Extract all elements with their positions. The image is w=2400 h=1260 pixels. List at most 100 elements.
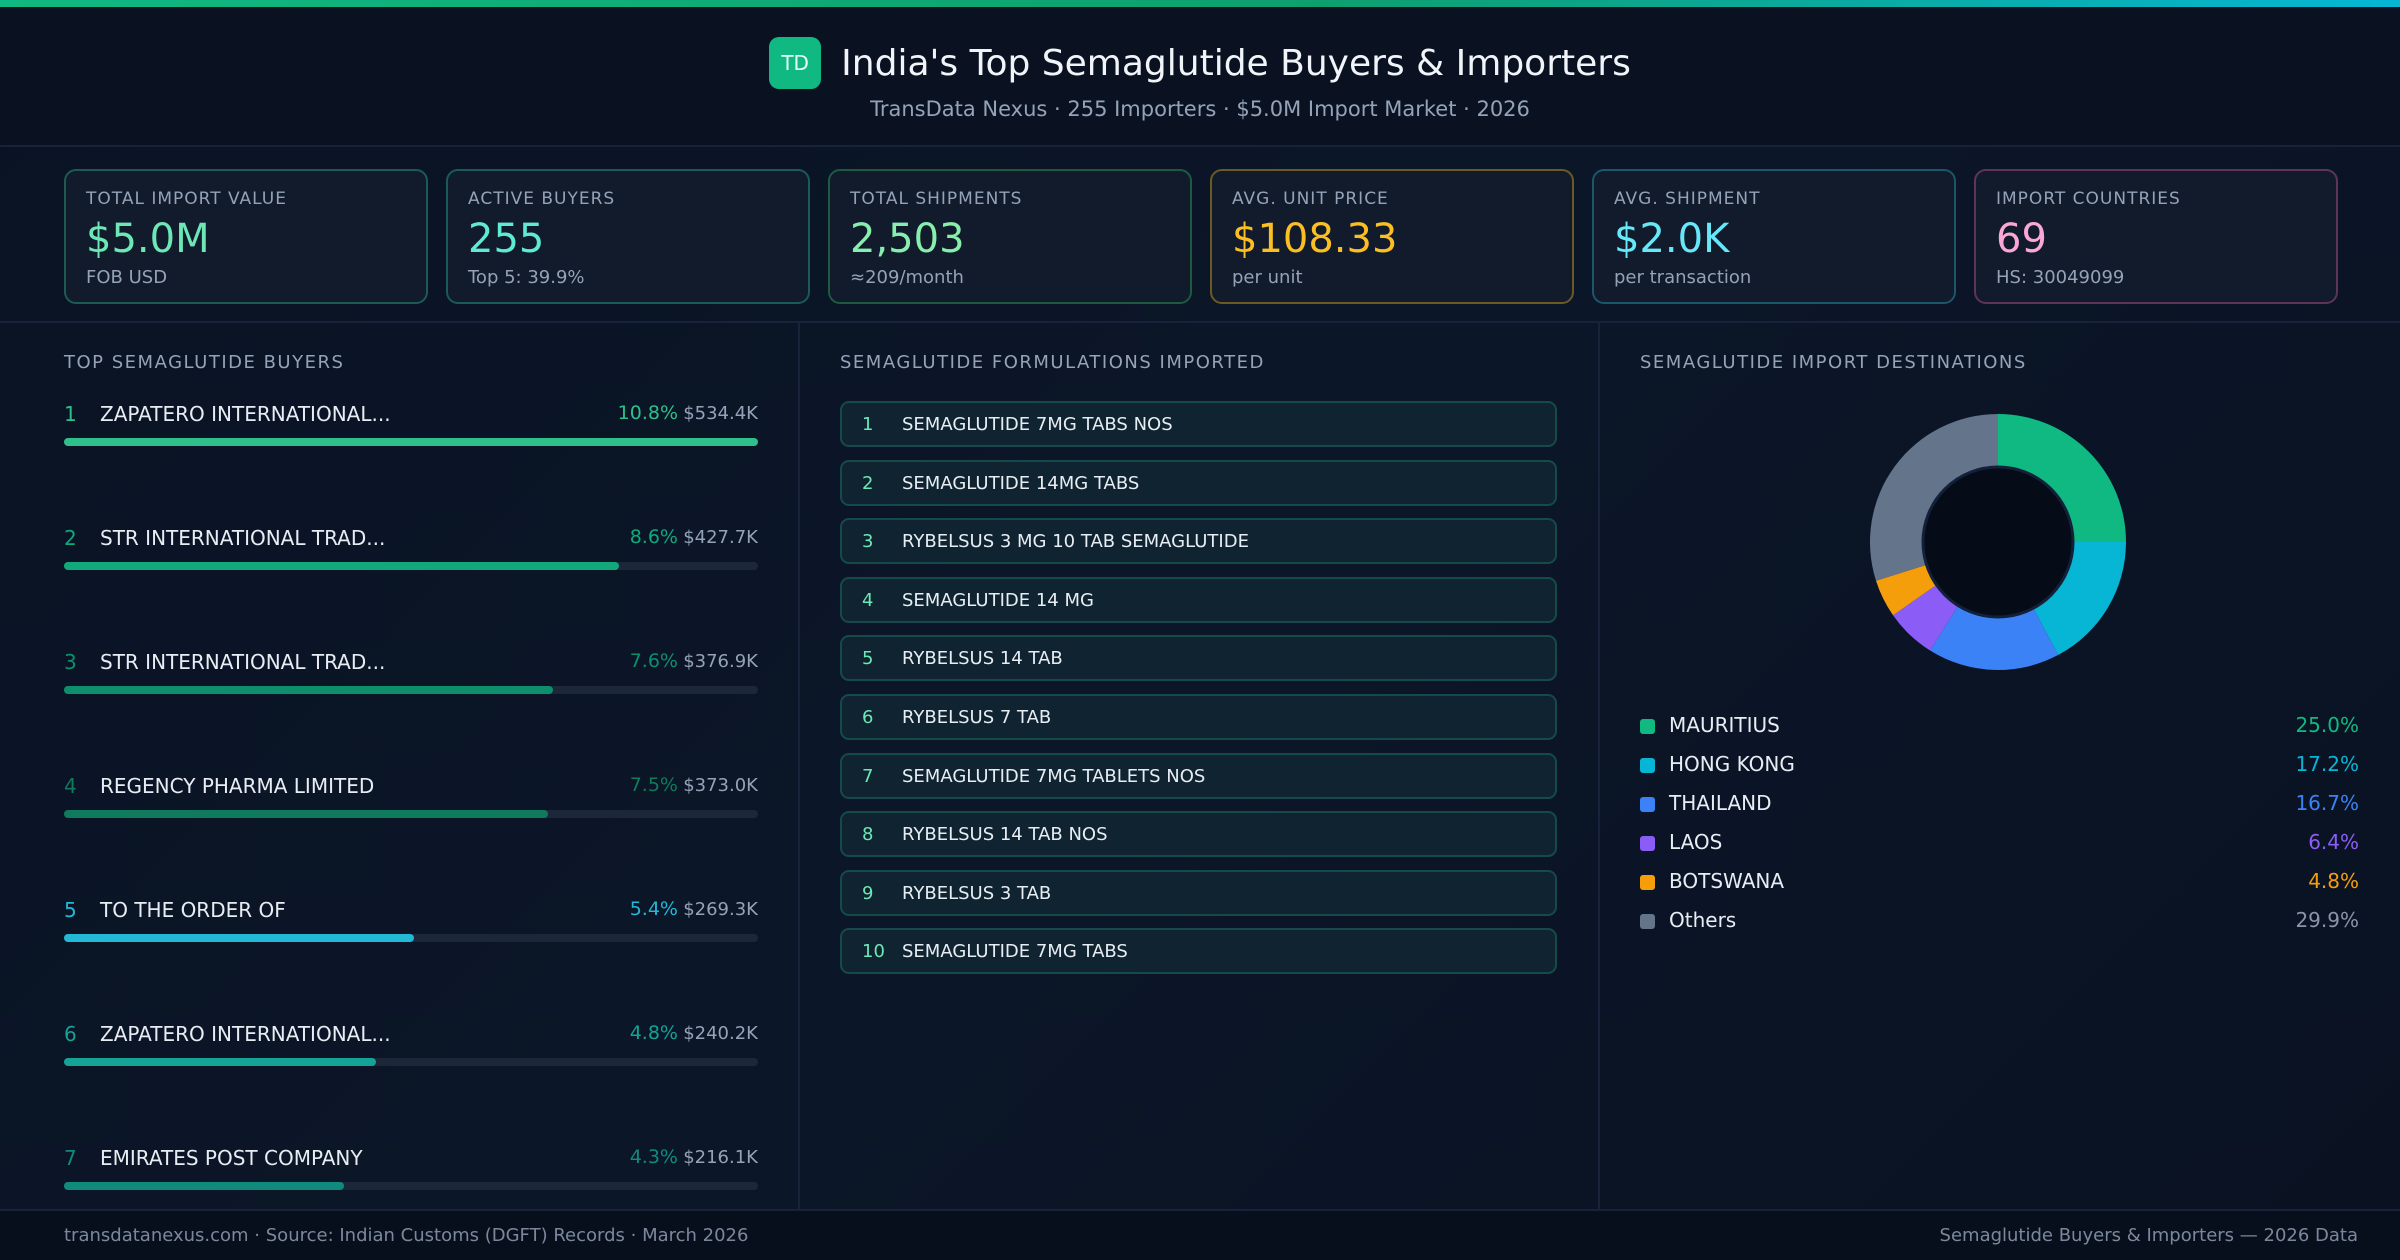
logo: TD [769, 37, 822, 89]
formulation-row[interactable]: 10 SEMAGLUTIDE 7MG TABS [840, 928, 1557, 975]
kpi-label: AVG. UNIT PRICE [1232, 189, 1389, 209]
donut-slice-mauritius[interactable] [1998, 414, 2126, 542]
buyer-rank: 4 [64, 774, 77, 798]
buyer-row[interactable]: 3 STR INTERNATIONAL TRAD... 7.6% $376.9K [64, 650, 758, 710]
legend-swatch [1640, 719, 1655, 734]
formulation-rank: 5 [862, 648, 874, 670]
buyer-row[interactable]: 6 ZAPATERO INTERNATIONAL... 4.8% $240.2K [64, 1022, 758, 1082]
legend-label: BOTSWANA [1669, 869, 1785, 893]
footer: transdatanexus.com · Source: Indian Cust… [0, 1209, 2400, 1260]
buyer-share: 7.5% [629, 774, 678, 796]
donut-slice-laos[interactable] [1893, 584, 1959, 651]
kpi-card: AVG. UNIT PRICE $108.33 per unit [1210, 169, 1574, 304]
formulation-rank: 2 [862, 472, 874, 494]
legend-label: HONG KONG [1669, 752, 1795, 776]
formulation-name: RYBELSUS 3 TAB [902, 882, 1052, 904]
formulation-row[interactable]: 8 RYBELSUS 14 TAB NOS [840, 811, 1557, 858]
formulation-name: SEMAGLUTIDE 14MG TABS [902, 472, 1140, 494]
buyer-rank: 1 [64, 402, 77, 426]
divider [798, 323, 800, 1209]
formulation-rank: 9 [862, 882, 874, 904]
buyer-bar-track [64, 686, 758, 694]
legend-item: MAURITIUS 25.0% [1640, 711, 2359, 741]
formulation-row[interactable]: 7 SEMAGLUTIDE 7MG TABLETS NOS [840, 752, 1557, 799]
buyer-rank: 6 [64, 1022, 77, 1046]
buyer-share: 4.8% [629, 1022, 678, 1044]
legend-swatch [1640, 758, 1655, 773]
buyer-rank: 7 [64, 1146, 77, 1170]
legend-item: HONG KONG 17.2% [1640, 750, 2359, 780]
buyer-row[interactable]: 2 STR INTERNATIONAL TRAD... 8.6% $427.7K [64, 526, 758, 586]
kpi-card: TOTAL IMPORT VALUE $5.0M FOB USD [64, 169, 428, 304]
buyer-bar-track [64, 438, 758, 446]
buyer-bar-fill [64, 934, 414, 942]
buyer-share: 4.3% [629, 1146, 678, 1168]
divider [0, 321, 2400, 323]
formulation-row[interactable]: 5 RYBELSUS 14 TAB [840, 635, 1557, 682]
buyer-bar-fill [64, 438, 758, 446]
formulation-row[interactable]: 9 RYBELSUS 3 TAB [840, 869, 1557, 916]
buyer-value: $534.4K [683, 403, 758, 424]
buyer-bar-fill [64, 686, 554, 694]
donut-slice-botswana[interactable] [1876, 564, 1937, 616]
formulation-row[interactable]: 1 SEMAGLUTIDE 7MG TABS NOS [840, 401, 1557, 447]
kpi-subtext: HS: 30049099 [1996, 267, 2125, 288]
legend-label: Others [1669, 908, 1737, 932]
buyer-value: $269.3K [683, 899, 758, 920]
legend-item: THAILAND 16.7% [1640, 789, 2359, 819]
kpi-subtext: Top 5: 39.9% [468, 267, 585, 288]
buyer-name: STR INTERNATIONAL TRAD... [100, 526, 386, 550]
formulation-row[interactable]: 3 RYBELSUS 3 MG 10 TAB SEMAGLUTIDE [840, 518, 1557, 565]
kpi-value: $2.0K [1614, 216, 1730, 262]
page-subtitle: TransData Nexus · 255 Importers · $5.0M … [870, 97, 1530, 121]
legend-value: 17.2% [2295, 752, 2359, 776]
destinations-donut-chart [1870, 414, 2126, 670]
buyer-bar-fill [64, 562, 620, 570]
divider [1598, 323, 1600, 1209]
legend-swatch [1640, 914, 1655, 929]
buyer-row[interactable]: 1 ZAPATERO INTERNATIONAL... 10.8% $534.4K [64, 402, 758, 462]
donut-slice-others[interactable] [1870, 414, 1998, 581]
formulation-rank: 10 [862, 941, 885, 963]
kpi-card: AVG. SHIPMENT $2.0K per transaction [1592, 169, 1956, 304]
formulation-row[interactable]: 2 SEMAGLUTIDE 14MG TABS [840, 459, 1557, 506]
formulation-rank: 8 [862, 824, 874, 846]
kpi-label: AVG. SHIPMENT [1614, 189, 1761, 209]
kpi-value: $5.0M [86, 216, 210, 262]
kpi-card: ACTIVE BUYERS 255 Top 5: 39.9% [446, 169, 810, 304]
kpi-subtext: per transaction [1614, 267, 1752, 288]
donut-slice-thailand[interactable] [1930, 605, 2059, 670]
formulation-name: SEMAGLUTIDE 14 MG [902, 589, 1094, 611]
legend-item: Others 29.9% [1640, 906, 2359, 936]
legend-value: 4.8% [2308, 869, 2359, 893]
kpi-value: 69 [1996, 216, 2047, 262]
kpi-subtext: ≈209/month [850, 267, 964, 288]
legend-label: MAURITIUS [1669, 713, 1780, 737]
formulation-name: RYBELSUS 3 MG 10 TAB SEMAGLUTIDE [902, 531, 1249, 553]
kpi-label: TOTAL IMPORT VALUE [86, 189, 287, 209]
donut-slice-hong-kong[interactable] [2033, 542, 2126, 655]
legend-value: 25.0% [2295, 713, 2359, 737]
kpi-value: 255 [468, 216, 545, 262]
buyer-row[interactable]: 7 EMIRATES POST COMPANY 4.3% $216.1K [64, 1146, 758, 1206]
buyer-bar-track [64, 562, 758, 570]
kpi-value: 2,503 [850, 216, 965, 262]
buyer-bar-track [64, 1058, 758, 1066]
kpi-value: $108.33 [1232, 216, 1398, 262]
formulation-row[interactable]: 4 SEMAGLUTIDE 14 MG [840, 576, 1557, 623]
legend-value: 6.4% [2308, 830, 2359, 854]
buyer-rank: 2 [64, 526, 77, 550]
buyer-bar-track [64, 934, 758, 942]
buyer-share: 5.4% [629, 898, 678, 920]
buyer-value: $240.2K [683, 1023, 758, 1044]
buyer-bar-fill [64, 810, 549, 818]
buyer-bar-track [64, 810, 758, 818]
formulation-row[interactable]: 6 RYBELSUS 7 TAB [840, 694, 1557, 740]
buyer-row[interactable]: 4 REGENCY PHARMA LIMITED 7.5% $373.0K [64, 774, 758, 834]
formulation-name: SEMAGLUTIDE 7MG TABS [902, 941, 1128, 963]
buyer-row[interactable]: 5 TO THE ORDER OF 5.4% $269.3K [64, 898, 758, 958]
buyer-value: $427.7K [683, 527, 758, 548]
accent-bar [0, 0, 2400, 7]
formulation-rank: 7 [862, 765, 874, 787]
buyer-rank: 5 [64, 898, 77, 922]
